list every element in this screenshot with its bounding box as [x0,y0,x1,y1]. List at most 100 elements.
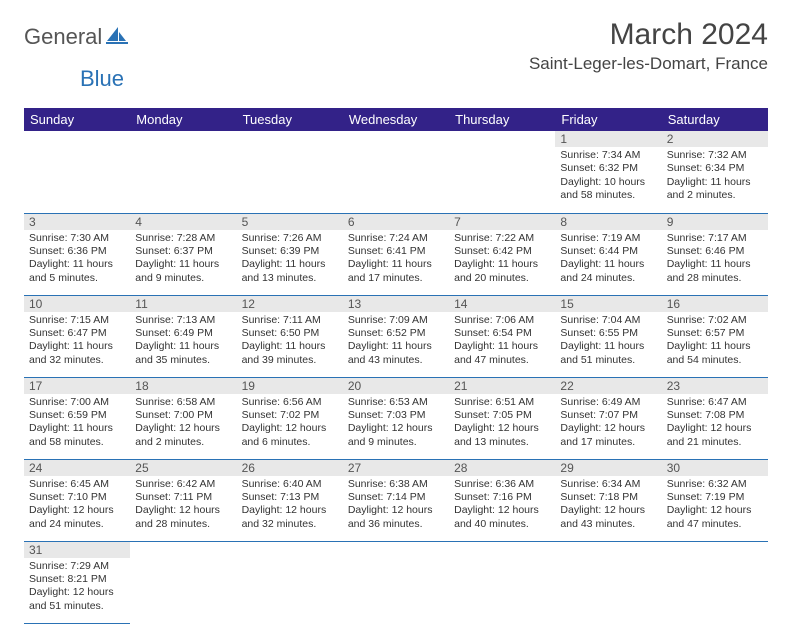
sunset-text: Sunset: 6:59 PM [29,409,125,422]
day-details: Sunrise: 7:09 AMSunset: 6:52 PMDaylight:… [343,312,449,372]
calendar-day-cell: 8Sunrise: 7:19 AMSunset: 6:44 PMDaylight… [555,213,661,295]
daylight-text-1: Daylight: 12 hours [242,504,338,517]
calendar-day-cell: 19Sunrise: 6:56 AMSunset: 7:02 PMDayligh… [237,377,343,459]
calendar-week-row: 3Sunrise: 7:30 AMSunset: 6:36 PMDaylight… [24,213,768,295]
sunrise-text: Sunrise: 7:24 AM [348,232,444,245]
daylight-text-1: Daylight: 11 hours [29,258,125,271]
calendar-day-cell: 16Sunrise: 7:02 AMSunset: 6:57 PMDayligh… [662,295,768,377]
day-number: 10 [24,296,130,312]
weekday-header: Friday [555,108,661,131]
day-details: Sunrise: 6:49 AMSunset: 7:07 PMDaylight:… [555,394,661,454]
day-number: 2 [662,131,768,147]
day-number: 28 [449,460,555,476]
day-number: 4 [130,214,236,230]
daylight-text-1: Daylight: 12 hours [454,422,550,435]
daylight-text-2: and 21 minutes. [667,436,763,449]
day-number: 8 [555,214,661,230]
calendar-day-cell: 28Sunrise: 6:36 AMSunset: 7:16 PMDayligh… [449,459,555,541]
daylight-text-2: and 43 minutes. [560,518,656,531]
sunset-text: Sunset: 6:52 PM [348,327,444,340]
sunset-text: Sunset: 6:44 PM [560,245,656,258]
day-number: 1 [555,131,661,147]
sunset-text: Sunset: 7:10 PM [29,491,125,504]
day-number: 7 [449,214,555,230]
sunset-text: Sunset: 6:39 PM [242,245,338,258]
weekday-header: Tuesday [237,108,343,131]
weekday-header: Thursday [449,108,555,131]
calendar-day-cell: 14Sunrise: 7:06 AMSunset: 6:54 PMDayligh… [449,295,555,377]
day-number: 22 [555,378,661,394]
day-details: Sunrise: 7:34 AMSunset: 6:32 PMDaylight:… [555,147,661,207]
sunrise-text: Sunrise: 7:22 AM [454,232,550,245]
sunset-text: Sunset: 7:03 PM [348,409,444,422]
daylight-text-1: Daylight: 12 hours [348,422,444,435]
day-details: Sunrise: 7:04 AMSunset: 6:55 PMDaylight:… [555,312,661,372]
day-number: 25 [130,460,236,476]
calendar-table: Sunday Monday Tuesday Wednesday Thursday… [24,108,768,624]
sunrise-text: Sunrise: 7:02 AM [667,314,763,327]
weekday-header-row: Sunday Monday Tuesday Wednesday Thursday… [24,108,768,131]
day-number: 23 [662,378,768,394]
day-details: Sunrise: 7:22 AMSunset: 6:42 PMDaylight:… [449,230,555,290]
sunrise-text: Sunrise: 6:53 AM [348,396,444,409]
sunset-text: Sunset: 6:47 PM [29,327,125,340]
sunrise-text: Sunrise: 6:45 AM [29,478,125,491]
calendar-day-cell: 22Sunrise: 6:49 AMSunset: 7:07 PMDayligh… [555,377,661,459]
sunset-text: Sunset: 8:21 PM [29,573,125,586]
day-number: 6 [343,214,449,230]
daylight-text-2: and 2 minutes. [667,189,763,202]
calendar-day-cell [343,131,449,213]
daylight-text-2: and 51 minutes. [560,354,656,367]
weekday-header: Wednesday [343,108,449,131]
calendar-week-row: 10Sunrise: 7:15 AMSunset: 6:47 PMDayligh… [24,295,768,377]
sunrise-text: Sunrise: 6:38 AM [348,478,444,491]
daylight-text-1: Daylight: 11 hours [454,258,550,271]
calendar-day-cell [237,131,343,213]
sunset-text: Sunset: 7:05 PM [454,409,550,422]
calendar-day-cell: 30Sunrise: 6:32 AMSunset: 7:19 PMDayligh… [662,459,768,541]
daylight-text-2: and 24 minutes. [29,518,125,531]
sunrise-text: Sunrise: 7:34 AM [560,149,656,162]
calendar-day-cell [449,541,555,623]
calendar-day-cell: 17Sunrise: 7:00 AMSunset: 6:59 PMDayligh… [24,377,130,459]
sunset-text: Sunset: 6:42 PM [454,245,550,258]
daylight-text-1: Daylight: 11 hours [560,258,656,271]
daylight-text-1: Daylight: 12 hours [667,422,763,435]
sunset-text: Sunset: 6:34 PM [667,162,763,175]
sunrise-text: Sunrise: 6:36 AM [454,478,550,491]
logo-text-main: General [24,24,102,50]
daylight-text-1: Daylight: 11 hours [135,258,231,271]
day-details: Sunrise: 6:32 AMSunset: 7:19 PMDaylight:… [662,476,768,536]
daylight-text-1: Daylight: 12 hours [560,504,656,517]
day-number: 19 [237,378,343,394]
day-number: 5 [237,214,343,230]
sunrise-text: Sunrise: 7:13 AM [135,314,231,327]
daylight-text-1: Daylight: 11 hours [29,340,125,353]
calendar-day-cell [662,541,768,623]
daylight-text-2: and 17 minutes. [560,436,656,449]
page-title: March 2024 [529,18,768,52]
calendar-day-cell: 27Sunrise: 6:38 AMSunset: 7:14 PMDayligh… [343,459,449,541]
day-number: 15 [555,296,661,312]
day-number: 13 [343,296,449,312]
day-number: 9 [662,214,768,230]
sunrise-text: Sunrise: 6:56 AM [242,396,338,409]
daylight-text-2: and 2 minutes. [135,436,231,449]
sunset-text: Sunset: 7:07 PM [560,409,656,422]
sunset-text: Sunset: 6:50 PM [242,327,338,340]
sunrise-text: Sunrise: 7:30 AM [29,232,125,245]
calendar-day-cell: 15Sunrise: 7:04 AMSunset: 6:55 PMDayligh… [555,295,661,377]
calendar-week-row: 17Sunrise: 7:00 AMSunset: 6:59 PMDayligh… [24,377,768,459]
sunset-text: Sunset: 6:32 PM [560,162,656,175]
day-details: Sunrise: 7:17 AMSunset: 6:46 PMDaylight:… [662,230,768,290]
sunset-text: Sunset: 7:11 PM [135,491,231,504]
daylight-text-1: Daylight: 12 hours [29,586,125,599]
daylight-text-2: and 28 minutes. [135,518,231,531]
sunset-text: Sunset: 7:13 PM [242,491,338,504]
day-details: Sunrise: 7:24 AMSunset: 6:41 PMDaylight:… [343,230,449,290]
sunrise-text: Sunrise: 7:26 AM [242,232,338,245]
sunrise-text: Sunrise: 6:34 AM [560,478,656,491]
logo-text-sub: Blue [80,66,124,91]
daylight-text-1: Daylight: 11 hours [242,340,338,353]
daylight-text-2: and 58 minutes. [560,189,656,202]
